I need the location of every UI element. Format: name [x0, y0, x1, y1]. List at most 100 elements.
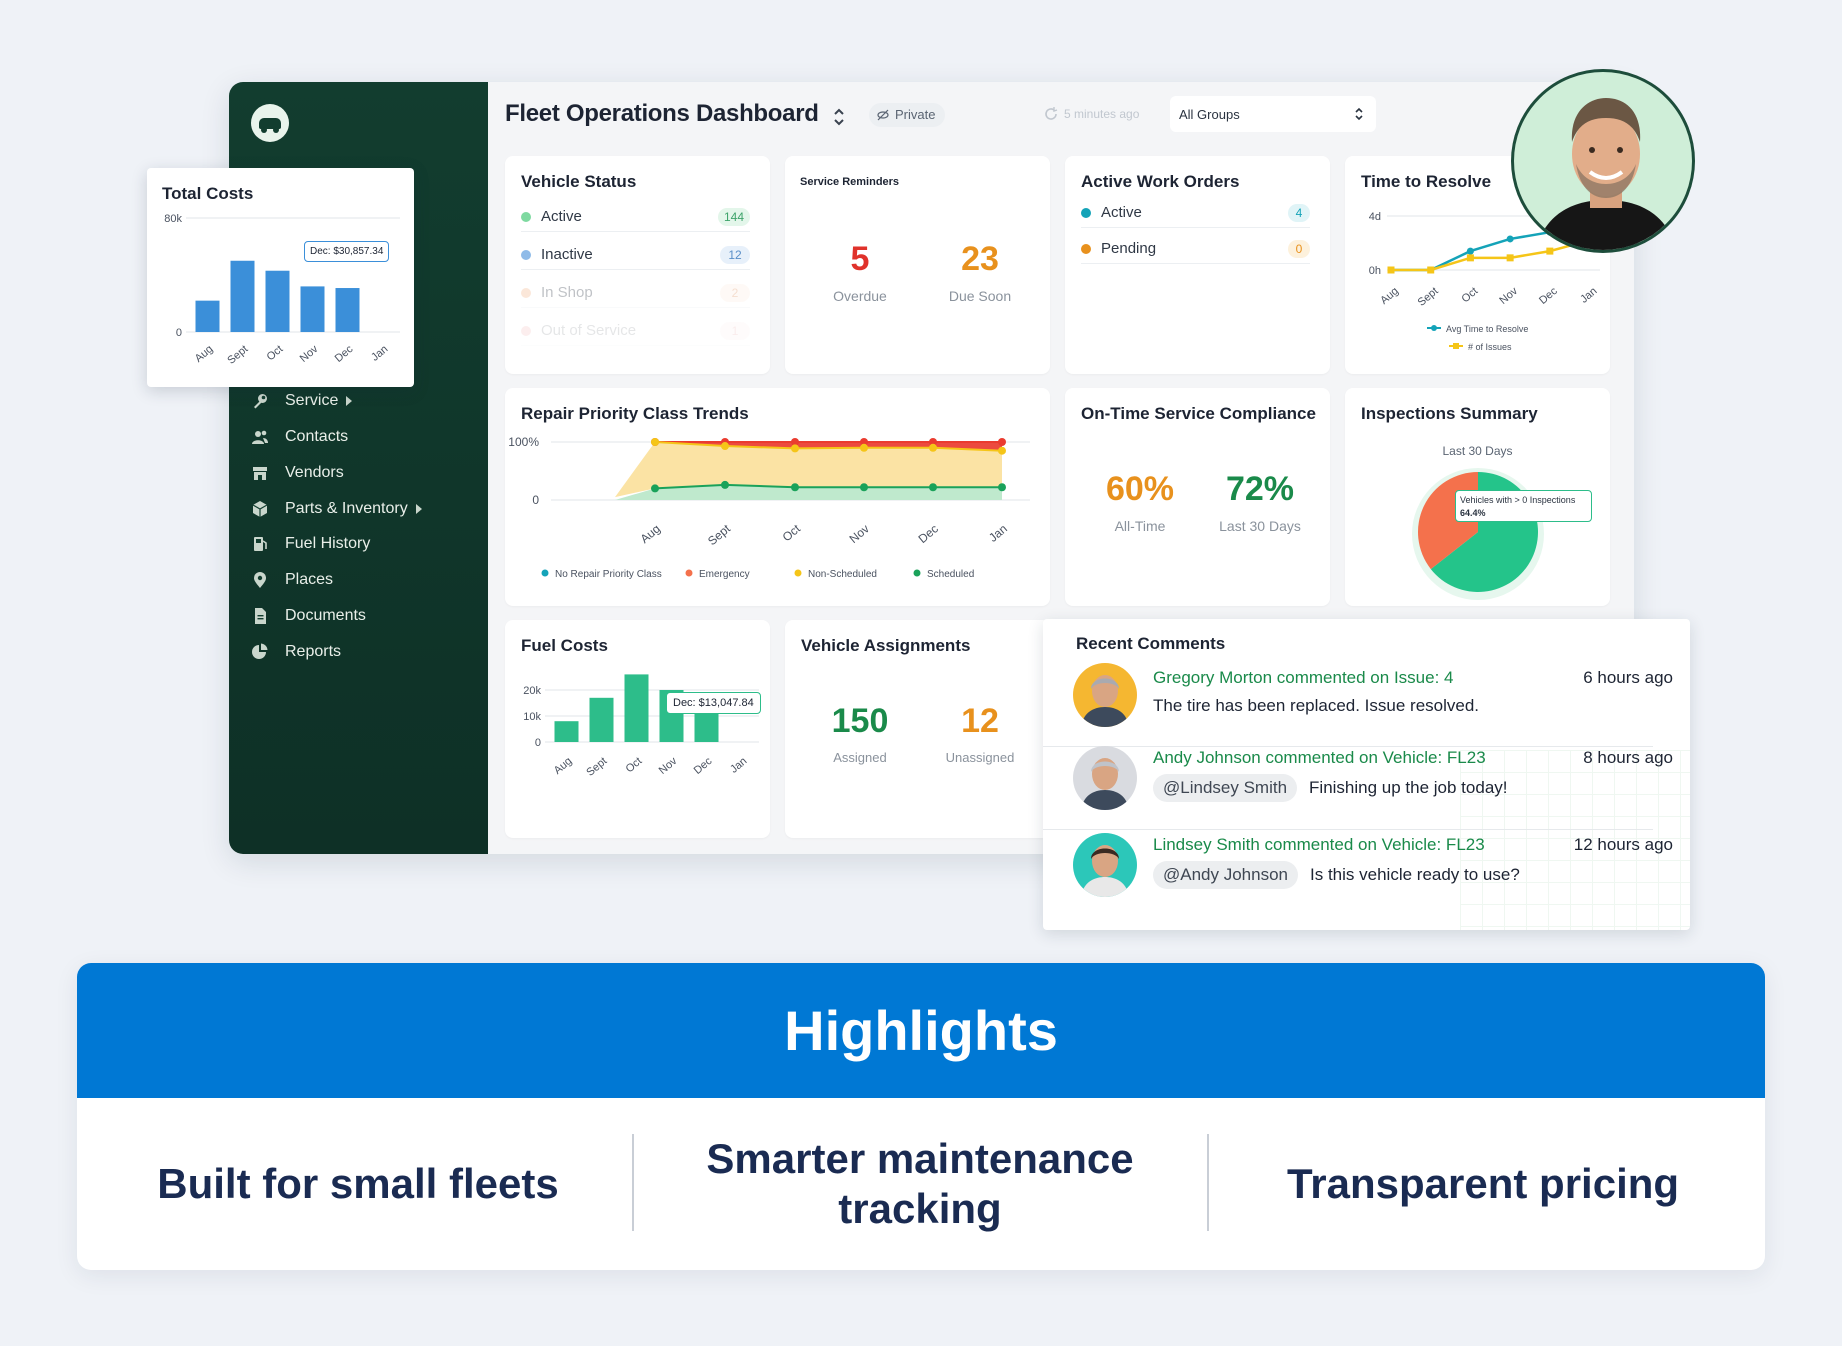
y-tick-label: 0h	[1369, 265, 1381, 277]
status-label: Inactive	[541, 246, 593, 263]
sidebar-item-fuel-history[interactable]: Fuel History	[251, 532, 370, 556]
series-line	[654, 441, 1003, 452]
assigned-label: Assigned	[833, 750, 887, 765]
sidebar-item-vendors[interactable]: Vendors	[251, 461, 344, 485]
status-count: 12	[720, 246, 750, 264]
card-title: Recent Comments	[1076, 634, 1226, 653]
series-line	[654, 483, 1002, 490]
repair-priority-card[interactable]: Repair Priority Class Trends 100% 0 Aug Sep…	[505, 388, 1050, 606]
legend-label: No Repair Priority Class	[555, 569, 662, 580]
sidebar-item-parts-inventory[interactable]: Parts & Inventory	[251, 497, 422, 521]
comment-message: @Lindsey Smith Finishing up the job today…	[1153, 774, 1508, 802]
legend-swatch	[1453, 343, 1459, 349]
y-tick-label: 0	[176, 327, 182, 339]
service-reminders-card[interactable]: Service Reminders 5 Overdue 23 Due Soon	[785, 156, 1050, 374]
commenter-avatar[interactable]	[1073, 746, 1137, 810]
box-icon	[251, 500, 269, 518]
fuel-costs-card[interactable]: Fuel Costs 20k 10k 0 Aug Sept Oct Nov Dec Jan De…	[505, 620, 770, 838]
sidebar-item-places[interactable]: Places	[251, 568, 333, 592]
overdue-count[interactable]: 5	[850, 240, 870, 278]
comment-mention[interactable]: @Lindsey Smith	[1153, 774, 1298, 802]
vehicle-status-row[interactable]: Inactive 12	[521, 240, 750, 270]
x-tick-label: Jan	[728, 755, 749, 776]
legend-swatch	[685, 569, 693, 577]
highlights-panel: Highlights Built for small fleets Smarte…	[77, 963, 1765, 1270]
card-title: Inspections Summary	[1361, 404, 1538, 423]
card-title: Service Reminders	[800, 176, 900, 188]
app-logo[interactable]	[251, 104, 289, 142]
on-time-compliance-card[interactable]: On-Time Service Compliance 60% All-Time …	[1065, 388, 1330, 606]
x-tick-label: Jan	[369, 343, 390, 364]
legend-label: # of Issues	[1468, 342, 1512, 352]
bar	[195, 300, 220, 332]
recent-comments-card[interactable]: Recent Comments Gregory Morton commented…	[1043, 619, 1690, 930]
sidebar-item-reports[interactable]: Reports	[251, 640, 341, 664]
vehicle-status-row[interactable]: In Shop 2	[521, 278, 750, 308]
series-line	[1391, 239, 1590, 272]
comment-author[interactable]: Lindsey Smith commented on Vehicle: FL23	[1153, 835, 1485, 854]
privacy-label: Private	[895, 107, 936, 122]
x-tick-label: Dec	[916, 522, 941, 546]
due-soon-count[interactable]: 23	[961, 240, 999, 278]
work-order-row[interactable]: Active 4	[1081, 198, 1310, 228]
vehicle-status-card[interactable]: Vehicle Status Active 144 Inactive 12 In Sho…	[505, 156, 770, 374]
data-point	[998, 438, 1006, 446]
legend-swatch	[913, 569, 921, 577]
chevron-right-icon	[415, 504, 422, 514]
work-order-row[interactable]: Pending 0	[1081, 234, 1310, 264]
sidebar-item-label: Service	[285, 392, 339, 409]
sidebar-item-service[interactable]: Service	[251, 389, 353, 413]
sidebar-item-contacts[interactable]: Contacts	[251, 425, 348, 449]
sidebar-item-label: Vendors	[285, 464, 344, 481]
pie-chart-icon	[251, 643, 269, 661]
comment-author[interactable]: Gregory Morton commented on Issue: 4	[1153, 668, 1454, 687]
fuel-pump-icon	[251, 535, 269, 553]
sidebar-item-label: Fuel History	[285, 535, 371, 552]
highlight-divider	[1207, 1134, 1209, 1231]
comment-item[interactable]: Gregory Morton commented on Issue: 4 6 ho…	[1073, 663, 1673, 733]
inspections-summary-card[interactable]: Inspections Summary Last 30 Days Vehicle…	[1345, 388, 1610, 606]
x-tick-label: Aug	[638, 522, 663, 546]
assigned-count[interactable]: 150	[831, 702, 889, 740]
tooltip-label: Vehicles with > 0 Inspections	[1460, 495, 1576, 505]
comment-item[interactable]: Lindsey Smith commented on Vehicle: FL23…	[1073, 833, 1673, 903]
comment-mention[interactable]: @Andy Johnson	[1153, 861, 1299, 889]
vehicle-assignments-card[interactable]: Vehicle Assignments 150 Assigned 12 Unas…	[785, 620, 1050, 838]
person-avatar-icon	[1535, 98, 1677, 250]
comment-author[interactable]: Andy Johnson commented on Vehicle: FL23	[1153, 748, 1486, 767]
sidebar-item-label: Reports	[285, 643, 342, 660]
document-icon	[251, 607, 269, 625]
comment-time: 12 hours ago	[1573, 835, 1673, 854]
data-point	[998, 483, 1006, 492]
total-costs-card[interactable]: Total Costs 80k 0 Aug Sept Oct Nov Dec Jan Dec:…	[147, 168, 414, 387]
unassigned-count[interactable]: 12	[961, 702, 999, 740]
sidebar-item-documents[interactable]: Documents	[251, 604, 366, 628]
comment-item[interactable]: Andy Johnson commented on Vehicle: FL23 8…	[1073, 746, 1673, 816]
card-title: Vehicle Status	[521, 172, 637, 191]
active-work-orders-card[interactable]: Active Work Orders Active 4 Pending 0	[1065, 156, 1330, 374]
area-non-scheduled	[615, 442, 1002, 498]
dashboard-switch-icon[interactable]	[832, 106, 846, 128]
user-avatar	[1511, 69, 1695, 253]
overdue-label: Overdue	[833, 288, 887, 304]
group-select[interactable]: All Groups	[1170, 96, 1376, 132]
bar	[265, 270, 290, 332]
users-icon	[251, 428, 269, 446]
commenter-avatar[interactable]	[1073, 663, 1137, 727]
status-dot	[1081, 243, 1091, 254]
decorative-grid	[1460, 750, 1690, 930]
commenter-avatar[interactable]	[1073, 833, 1137, 897]
highlight-item: Built for small fleets	[157, 1160, 559, 1207]
status-count: 144	[717, 208, 750, 226]
status-count: 2	[720, 284, 750, 302]
dashboard-main: Fleet Operations Dashboard Private 5 min…	[488, 82, 1634, 854]
repair-priority-chart: 100% 0 Aug Sept Oct Nov Dec Jan No Repair Priori…	[508, 435, 1030, 580]
status-label: In Shop	[541, 284, 593, 301]
last-updated[interactable]: 5 minutes ago	[1044, 107, 1139, 121]
x-tick-label: Jan	[986, 522, 1010, 545]
vehicle-status-row[interactable]: Out of Service 1	[521, 316, 750, 346]
card-title: Active Work Orders	[1081, 172, 1240, 191]
legend-label: Non-Scheduled	[808, 569, 877, 580]
vehicle-status-row[interactable]: Active 144	[521, 202, 750, 232]
privacy-badge[interactable]: Private	[869, 103, 946, 127]
